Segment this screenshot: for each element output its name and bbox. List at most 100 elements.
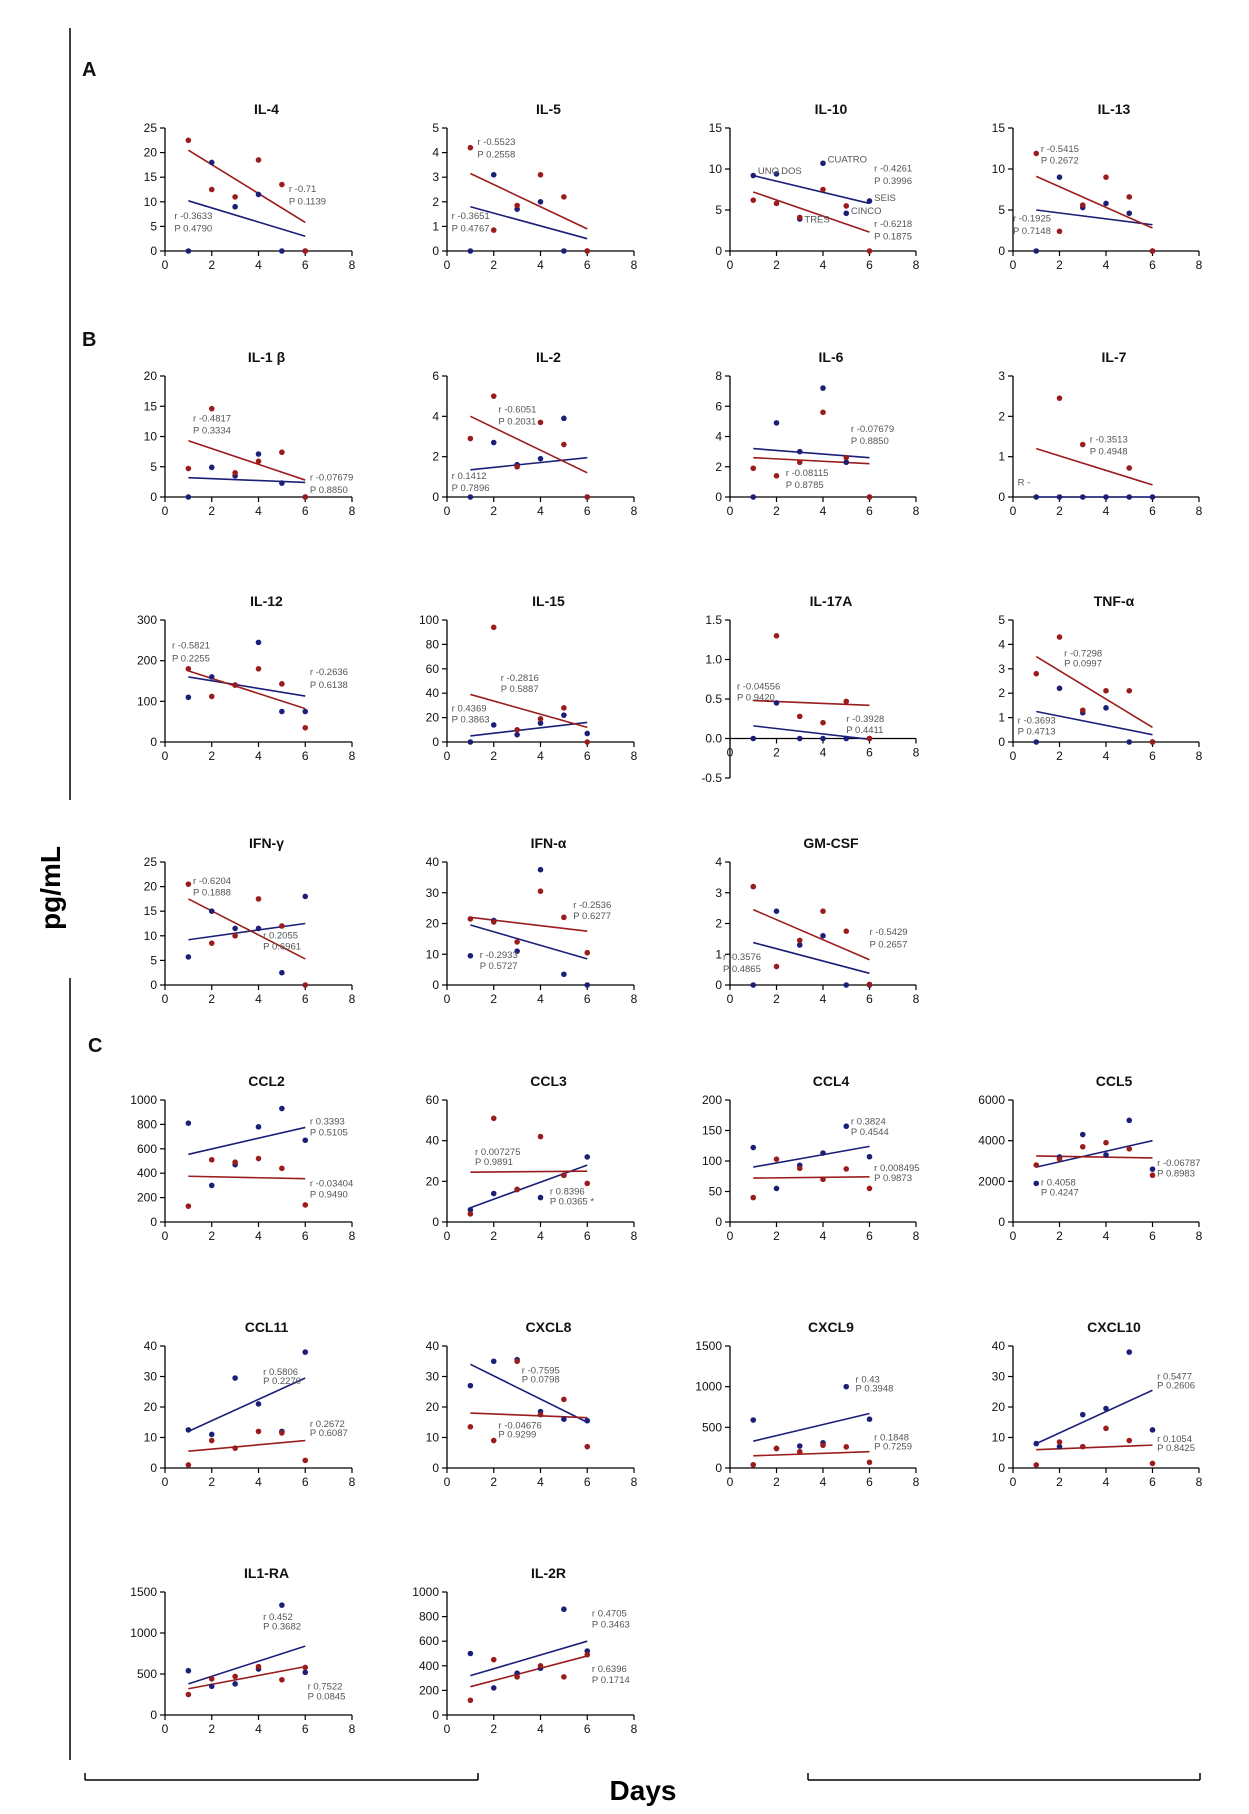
stat-annotation: P 0.8850	[310, 485, 348, 496]
data-point-blue	[1126, 1117, 1133, 1124]
x-tick-label: 6	[584, 258, 591, 272]
x-tick-label: 2	[490, 504, 497, 518]
data-point-red	[232, 1445, 238, 1451]
x-tick-label: 6	[1149, 1475, 1156, 1489]
data-point-blue	[796, 448, 803, 455]
stat-annotation: r -0.2636	[310, 667, 348, 678]
data-point-red	[866, 248, 873, 254]
data-point-blue	[279, 1105, 285, 1112]
data-point-blue	[467, 494, 474, 500]
data-point-red	[255, 1155, 262, 1162]
x-tick-label: 6	[866, 1475, 873, 1489]
data-point-red	[490, 1115, 497, 1122]
y-tick-label: 0	[998, 735, 1005, 749]
x-tick-label: 0	[727, 1475, 734, 1489]
stat-annotation: P 0.6961	[263, 942, 301, 953]
regression-line-red	[188, 898, 306, 960]
regression-line-blue	[1036, 1139, 1153, 1168]
data-point-blue	[302, 708, 309, 715]
data-point-red	[208, 1437, 215, 1444]
y-tick-label: 2	[715, 460, 722, 474]
x-tick-label: 8	[1196, 749, 1203, 763]
panel-title-il7: IL-7	[1102, 349, 1127, 365]
y-tick-label: 1000	[412, 1585, 439, 1599]
y-tick-label: 30	[426, 1370, 440, 1384]
y-tick-label: 0	[432, 490, 439, 504]
stat-annotation: r -0.3633	[174, 211, 212, 222]
x-tick-label: 6	[584, 992, 591, 1006]
data-point-red	[796, 1448, 803, 1455]
x-tick-label: 4	[255, 504, 262, 518]
y-tick-label: 10	[426, 1431, 440, 1445]
data-point-red	[232, 1673, 238, 1680]
stat-annotation: CINCO	[851, 206, 882, 217]
data-point-blue	[185, 1120, 192, 1126]
data-point-red	[279, 1165, 285, 1172]
x-tick-label: 4	[537, 1229, 544, 1243]
data-point-blue	[1126, 739, 1133, 745]
x-tick-label: 6	[302, 1229, 309, 1243]
stat-annotation: r 0.43	[856, 1375, 880, 1386]
stat-annotation: P 0.2031	[498, 416, 536, 427]
stat-annotation: r -0.5821	[172, 640, 210, 651]
y-tick-label: 5	[715, 203, 722, 217]
regression-line-blue	[470, 1363, 588, 1423]
stat-annotation: r -0.4261	[874, 163, 912, 174]
data-point-blue	[773, 420, 780, 426]
x-tick-label: 0	[727, 746, 734, 760]
x-tick-label: 2	[490, 1475, 497, 1489]
y-tick-label: 5	[998, 203, 1005, 217]
y-tick-label: 2	[998, 686, 1005, 700]
data-point-red	[561, 914, 567, 921]
data-point-red	[302, 1457, 309, 1464]
x-tick-label: 6	[302, 749, 309, 763]
data-point-red	[467, 916, 474, 922]
data-point-blue	[1056, 1443, 1063, 1450]
regression-line-red	[753, 699, 870, 707]
data-point-blue	[1033, 1440, 1040, 1447]
data-point-red	[302, 982, 309, 988]
regression-line-blue	[753, 447, 870, 459]
y-tick-label: 5	[150, 219, 157, 233]
stat-annotation: r 0.6396	[592, 1664, 627, 1675]
data-point-red	[208, 940, 215, 946]
data-point-blue	[843, 1123, 850, 1130]
y-tick-label: 0	[432, 1461, 439, 1475]
data-point-red	[843, 698, 850, 705]
data-point-blue	[1033, 739, 1040, 745]
stat-annotation: P 0.1888	[193, 887, 231, 898]
data-point-blue	[1079, 1131, 1086, 1138]
regression-line-red	[753, 1450, 870, 1457]
regression-line-red	[1036, 1444, 1153, 1451]
data-point-blue	[561, 1606, 567, 1613]
stat-annotation: P 0.1139	[289, 196, 326, 207]
regression-line-red	[188, 439, 306, 481]
data-point-red	[185, 881, 192, 887]
x-tick-label: 6	[302, 992, 309, 1006]
data-point-red	[750, 1194, 757, 1201]
x-tick-label: 2	[773, 992, 780, 1006]
data-point-red	[208, 405, 215, 412]
data-point-red	[820, 908, 826, 914]
y-tick-label: 600	[137, 1142, 157, 1156]
y-tick-label: 30	[426, 886, 440, 900]
x-tick-label: 0	[162, 1722, 169, 1736]
data-point-red	[1149, 1172, 1156, 1179]
stat-annotation: P 0.0997	[1064, 658, 1102, 669]
panel-title-il17a: IL-17A	[810, 593, 853, 609]
regression-line-red	[470, 1412, 588, 1419]
data-point-blue	[796, 735, 803, 742]
x-tick-label: 4	[537, 258, 544, 272]
y-tick-label: 5	[998, 613, 1005, 627]
data-point-red	[843, 1444, 850, 1450]
y-tick-label: 100	[419, 613, 439, 627]
y-tick-label: 4	[432, 409, 439, 423]
regression-line-red	[470, 693, 588, 729]
data-point-red	[514, 1186, 520, 1193]
data-point-red	[866, 494, 873, 500]
data-point-red	[584, 739, 591, 745]
stat-annotation: r -0.3576	[723, 952, 761, 963]
x-tick-label: 0	[727, 992, 734, 1006]
